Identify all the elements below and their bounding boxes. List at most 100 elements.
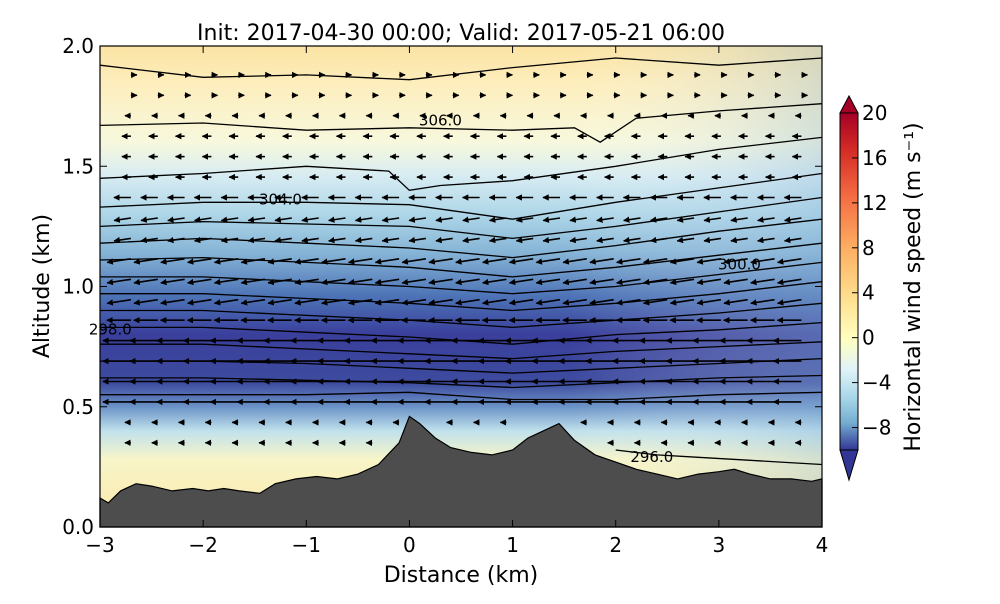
isentrope-1 — [99, 103, 823, 143]
wind-arrow — [488, 216, 507, 223]
wind-arrow — [642, 298, 668, 306]
color-field-shade — [100, 46, 822, 527]
wind-arrow — [354, 216, 373, 223]
wind-arrow — [462, 236, 480, 244]
wind-arrow — [776, 258, 802, 265]
contour-label: 300.0 — [718, 256, 761, 274]
isentrope-11 — [100, 341, 823, 360]
wind-arrow — [140, 216, 158, 223]
wind-arrow — [596, 216, 614, 223]
wind-arrow — [160, 258, 185, 265]
wind-arrow — [294, 298, 319, 306]
wind-arrow — [589, 298, 614, 306]
wind-arrow — [193, 236, 212, 244]
wind-arrow — [515, 216, 534, 223]
wind-arrow — [267, 298, 292, 306]
wind-arrow — [676, 236, 695, 244]
wind-arrow — [482, 258, 507, 265]
isentrope-2 — [99, 136, 823, 191]
y-tick-label: 0.0 — [62, 515, 94, 539]
wind-arrow — [274, 216, 292, 223]
isentrope-9 — [100, 302, 823, 329]
wind-arrow — [294, 258, 319, 265]
wind-arrow — [783, 236, 802, 244]
wind-arrow — [106, 258, 132, 265]
wind-arrow — [328, 236, 346, 244]
colorbar-label: Horizontal wind speed (m s⁻¹) — [901, 122, 926, 451]
wind-arrow — [642, 258, 668, 265]
wind-arrow — [649, 216, 668, 223]
y-tick-label: 1.0 — [62, 275, 94, 299]
wind-arrow — [757, 216, 775, 223]
y-tick-label: 0.5 — [62, 395, 94, 419]
wind-arrow — [730, 236, 748, 244]
x-tick-label: −1 — [292, 533, 321, 557]
wind-arrow — [649, 236, 668, 244]
wind-arrow — [508, 298, 534, 306]
wind-arrow — [321, 258, 346, 265]
wind-arrow — [374, 258, 400, 265]
wind-arrow — [783, 216, 802, 223]
wind-arrow — [508, 258, 534, 265]
wind-arrow — [347, 258, 373, 265]
wind-arrow — [535, 298, 561, 306]
colorbar-ticks: 20 16 12 8 4 0 −4 −8 — [852, 101, 891, 440]
wind-arrow — [113, 216, 132, 223]
isentrope-15 — [615, 449, 823, 466]
wind-arrow — [133, 258, 158, 265]
wind-arrow — [482, 278, 507, 286]
colorbar-tick-label: −4 — [862, 371, 891, 395]
wind-arrow — [562, 278, 587, 286]
wind-arrow — [616, 258, 641, 265]
colorbar-tick-label: 16 — [862, 146, 887, 170]
wind-arrow — [213, 258, 239, 265]
wind-arrow — [213, 278, 239, 286]
contour-label: 306.0 — [419, 111, 462, 129]
wind-arrow — [435, 216, 453, 223]
wind-arrow — [113, 236, 132, 244]
wind-arrow — [240, 278, 266, 286]
wind-arrow — [187, 298, 212, 306]
wind-arrow — [515, 236, 534, 244]
wind-arrow — [133, 298, 158, 306]
terrain — [99, 415, 823, 528]
wind-arrow — [542, 216, 561, 223]
wind-arrow — [508, 278, 534, 286]
wind-arrow — [623, 236, 641, 244]
x-tick-label: −2 — [188, 533, 217, 557]
wind-arrow — [428, 278, 453, 286]
wind-arrow — [616, 298, 641, 306]
wind-arrow — [220, 216, 239, 223]
wind-arrow — [776, 298, 802, 306]
x-tick-label: 4 — [816, 533, 829, 557]
contour-label: 304.0 — [259, 191, 302, 209]
isentrope-8 — [100, 281, 823, 312]
contour-label: 298.0 — [89, 321, 132, 339]
wind-arrow — [589, 278, 614, 286]
wind-arrow — [133, 278, 158, 286]
wind-arrow — [381, 216, 400, 223]
isentrope-0 — [99, 57, 823, 81]
wind-arrow — [274, 236, 292, 244]
contour-label: 296.0 — [630, 448, 673, 466]
wind-arrow — [455, 278, 480, 286]
wind-arrow — [696, 298, 722, 306]
wind-arrow — [220, 236, 239, 244]
x-tick-label: 3 — [712, 533, 725, 557]
wind-arrow — [562, 298, 587, 306]
wind-arrow — [623, 216, 641, 223]
wind-arrow — [240, 298, 266, 306]
colorbar-tick-label: 8 — [862, 236, 875, 260]
wind-arrow — [776, 278, 802, 286]
colorbar-tick-label: 12 — [862, 191, 887, 215]
wind-arrow — [140, 236, 158, 244]
colorbar-body — [839, 112, 859, 451]
wind-arrow — [401, 278, 427, 286]
wind-arrow — [562, 258, 587, 265]
x-tick-label: −3 — [85, 533, 114, 557]
y-tick-label: 1.5 — [62, 154, 94, 178]
wind-arrow — [589, 258, 614, 265]
wind-arrow — [160, 298, 185, 306]
